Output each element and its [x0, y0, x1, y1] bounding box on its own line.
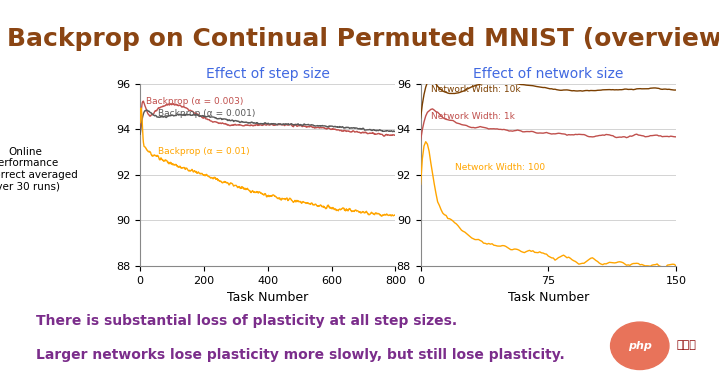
- Text: Network Width: 1k: Network Width: 1k: [431, 112, 515, 121]
- Ellipse shape: [610, 322, 669, 369]
- Text: Online
Performance
(%Correct averaged
over 30 runs): Online Performance (%Correct averaged ov…: [0, 147, 78, 192]
- X-axis label: Task Number: Task Number: [508, 291, 589, 304]
- Title: Effect of step size: Effect of step size: [206, 67, 330, 81]
- Text: php: php: [628, 341, 651, 351]
- Text: Larger networks lose plasticity more slowly, but still lose plasticity.: Larger networks lose plasticity more slo…: [36, 348, 564, 362]
- Text: Network Width: 100: Network Width: 100: [454, 163, 545, 172]
- Text: Backprop on Continual Permuted MNIST (overview): Backprop on Continual Permuted MNIST (ov…: [7, 27, 719, 51]
- Text: There is substantial loss of plasticity at all step sizes.: There is substantial loss of plasticity …: [36, 314, 457, 328]
- Text: Backprop (α = 0.003): Backprop (α = 0.003): [146, 97, 243, 106]
- Text: 中文网: 中文网: [676, 340, 696, 350]
- Title: Effect of network size: Effect of network size: [473, 67, 623, 81]
- Text: Backprop (α = 0.001): Backprop (α = 0.001): [157, 109, 255, 118]
- X-axis label: Task Number: Task Number: [227, 291, 308, 304]
- Text: Network Width: 10k: Network Width: 10k: [431, 85, 521, 93]
- Text: Backprop (α = 0.01): Backprop (α = 0.01): [157, 147, 249, 156]
